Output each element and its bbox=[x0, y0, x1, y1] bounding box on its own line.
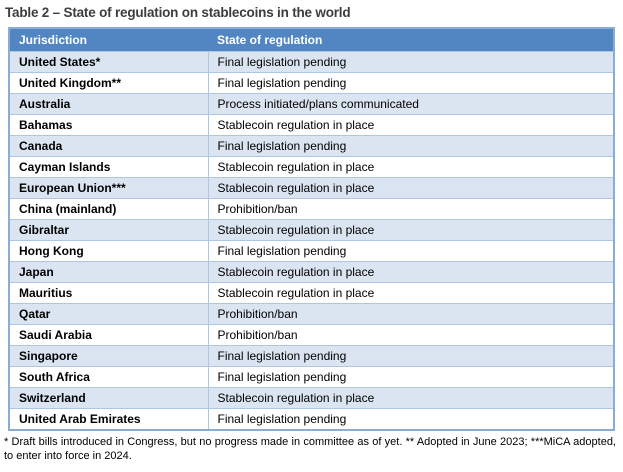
state-of-regulation-cell: Final legislation pending bbox=[207, 408, 615, 431]
jurisdiction-cell: Mauritius bbox=[8, 282, 209, 304]
table-row: Switzerland Stablecoin regulation in plac… bbox=[8, 387, 615, 409]
table-row: United Kingdom** Final legislation pendin… bbox=[8, 72, 615, 94]
table-row: Mauritius Stablecoin regulation in place bbox=[8, 282, 615, 304]
jurisdiction-cell: Switzerland bbox=[8, 387, 209, 409]
table-row: Qatar Prohibition/ban bbox=[8, 303, 615, 325]
footnote: * Draft bills introduced in Congress, bu… bbox=[4, 436, 616, 462]
table-row: Cayman Islands Stablecoin regulation in p… bbox=[8, 156, 615, 178]
table-row: Bahamas Stablecoin regulation in place bbox=[8, 114, 615, 136]
table-row: European Union*** Stablecoin regulation i… bbox=[8, 177, 615, 199]
jurisdiction-cell: Qatar bbox=[8, 303, 209, 325]
header-row: Jurisdiction State of regulation bbox=[9, 28, 614, 52]
state-of-regulation-cell: Stablecoin regulation in place bbox=[207, 156, 615, 178]
table-row: Canada Final legislation pending bbox=[8, 135, 615, 157]
state-of-regulation-cell: Final legislation pending bbox=[207, 135, 615, 157]
jurisdiction-cell: United Kingdom** bbox=[8, 72, 209, 94]
jurisdiction-cell: United States* bbox=[8, 51, 209, 73]
jurisdiction-cell: Hong Kong bbox=[8, 240, 209, 262]
table-row: Hong Kong Final legislation pending bbox=[8, 240, 615, 262]
jurisdiction-cell: China (mainland) bbox=[8, 198, 209, 220]
table-row: Singapore Final legislation pending bbox=[8, 345, 615, 367]
jurisdiction-cell: Bahamas bbox=[8, 114, 209, 136]
state-of-regulation-cell: Process initiated/plans communicated bbox=[207, 93, 615, 115]
table-row: Japan Stablecoin regulation in place bbox=[8, 261, 615, 283]
table-body: United States* Final legislation pending U… bbox=[8, 51, 615, 431]
state-of-regulation-cell: Stablecoin regulation in place bbox=[207, 114, 615, 136]
state-of-regulation-cell: Stablecoin regulation in place bbox=[207, 177, 615, 199]
jurisdiction-cell: United Arab Emirates bbox=[8, 408, 209, 431]
jurisdiction-cell: Cayman Islands bbox=[8, 156, 209, 178]
table-row: Australia Process initiated/plans communi… bbox=[8, 93, 615, 115]
jurisdiction-cell: Canada bbox=[8, 135, 209, 157]
table-row: Gibraltar Stablecoin regulation in place bbox=[8, 219, 615, 241]
state-of-regulation-cell: Prohibition/ban bbox=[207, 324, 615, 346]
jurisdiction-cell: South Africa bbox=[8, 366, 209, 388]
state-of-regulation-cell: Final legislation pending bbox=[207, 366, 615, 388]
state-of-regulation-cell: Stablecoin regulation in place bbox=[207, 219, 615, 241]
state-of-regulation-cell: Stablecoin regulation in place bbox=[207, 261, 615, 283]
state-of-regulation-cell: Final legislation pending bbox=[207, 72, 615, 94]
table-title: Table 2 – State of regulation on stablec… bbox=[5, 5, 351, 20]
jurisdiction-cell: Australia bbox=[8, 93, 209, 115]
jurisdiction-cell: European Union*** bbox=[8, 177, 209, 199]
jurisdiction-cell: Gibraltar bbox=[8, 219, 209, 241]
jurisdiction-cell: Saudi Arabia bbox=[8, 324, 209, 346]
state-of-regulation-cell: Prohibition/ban bbox=[207, 303, 615, 325]
state-of-regulation-cell: Stablecoin regulation in place bbox=[207, 282, 615, 304]
table-row: United Arab Emirates Final legislation pe… bbox=[8, 408, 615, 431]
table-row: United States* Final legislation pending bbox=[8, 51, 615, 73]
header-state-of-regulation: State of regulation bbox=[208, 28, 614, 52]
page: Table 2 – State of regulation on stablec… bbox=[0, 5, 623, 463]
table-row: China (mainland) Prohibition/ban bbox=[8, 198, 615, 220]
state-of-regulation-cell: Final legislation pending bbox=[207, 240, 615, 262]
table-row: South Africa Final legislation pending bbox=[8, 366, 615, 388]
jurisdiction-cell: Japan bbox=[8, 261, 209, 283]
state-of-regulation-cell: Final legislation pending bbox=[207, 345, 615, 367]
state-of-regulation-cell: Prohibition/ban bbox=[207, 198, 615, 220]
table-row: Saudi Arabia Prohibition/ban bbox=[8, 324, 615, 346]
jurisdiction-cell: Singapore bbox=[8, 345, 209, 367]
state-of-regulation-cell: Final legislation pending bbox=[207, 51, 615, 73]
header-jurisdiction: Jurisdiction bbox=[9, 28, 208, 52]
state-of-regulation-cell: Stablecoin regulation in place bbox=[207, 387, 615, 409]
stablecoin-regulation-table: Jurisdiction State of regulation United … bbox=[8, 27, 615, 431]
